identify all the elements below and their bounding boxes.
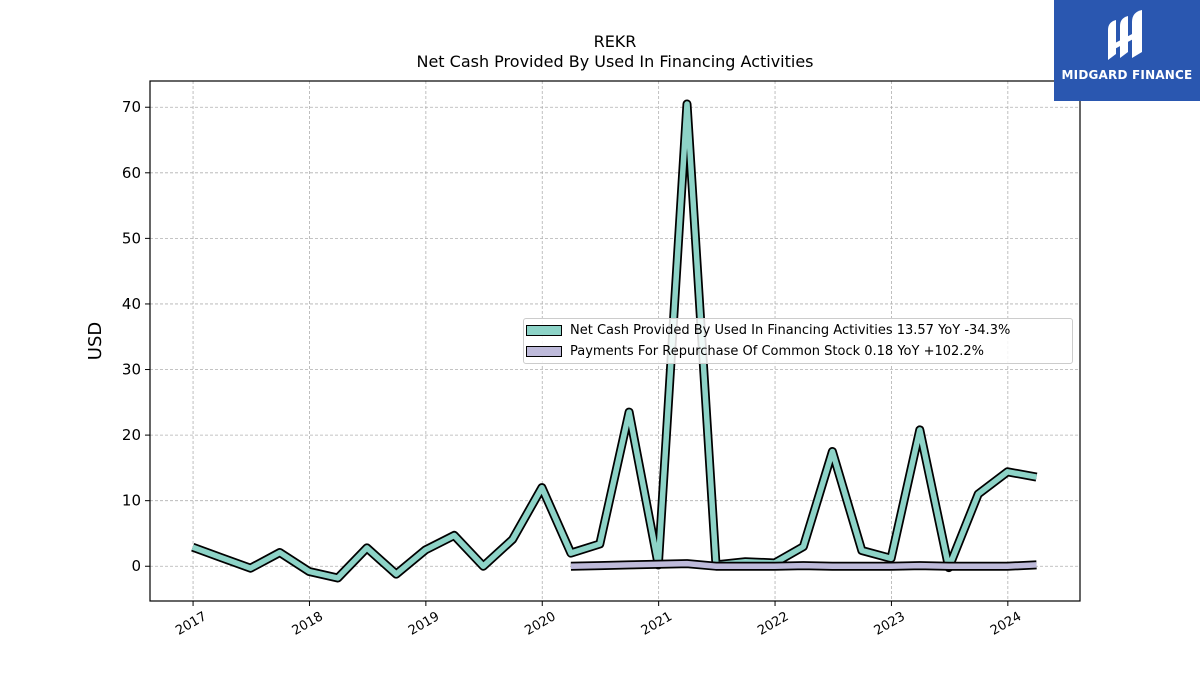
y-tick-label: 20 — [122, 426, 141, 444]
midgard-finance-logo: MIDGARD FINANCE — [1054, 0, 1200, 101]
x-tick-label: 2021 — [639, 609, 675, 639]
legend-swatch-repurchase — [526, 345, 562, 357]
y-tick-label: 60 — [122, 164, 141, 182]
series-line-repurchase — [570, 560, 1037, 569]
x-tick-label: 2023 — [872, 609, 908, 639]
legend-entry-repurchase: Payments For Repurchase Of Common Stock … — [526, 341, 984, 361]
legend-entry-financing: Net Cash Provided By Used In Financing A… — [526, 320, 1010, 340]
x-tick-label: 2018 — [290, 609, 326, 639]
y-tick-label: 50 — [122, 229, 141, 247]
x-tick-label: 2022 — [755, 609, 791, 639]
x-tick-label: 2024 — [988, 609, 1024, 639]
legend-swatch-financing — [526, 324, 562, 336]
chart-legend: Net Cash Provided By Used In Financing A… — [523, 318, 1073, 364]
logo-text: MIDGARD FINANCE — [1061, 68, 1193, 82]
y-tick-label: 0 — [131, 557, 141, 575]
legend-label-financing: Net Cash Provided By Used In Financing A… — [570, 322, 1011, 338]
x-tick-label: 2019 — [406, 609, 442, 639]
y-axis-label: USD — [85, 322, 106, 360]
y-tick-label: 10 — [122, 492, 141, 510]
y-tick-label: 40 — [122, 295, 141, 313]
y-tick-label: 70 — [122, 98, 141, 116]
x-tick-label: 2017 — [173, 609, 209, 639]
legend-label-repurchase: Payments For Repurchase Of Common Stock … — [570, 343, 985, 359]
y-tick-label: 30 — [122, 361, 141, 379]
logo-mark-icon — [1108, 10, 1142, 60]
x-tick-label: 2020 — [522, 609, 558, 639]
chart-title: REKR — [593, 32, 637, 51]
plot-frame — [149, 80, 1081, 602]
series-line-financing — [191, 101, 1037, 581]
chart-subtitle: Net Cash Provided By Used In Financing A… — [416, 52, 814, 71]
